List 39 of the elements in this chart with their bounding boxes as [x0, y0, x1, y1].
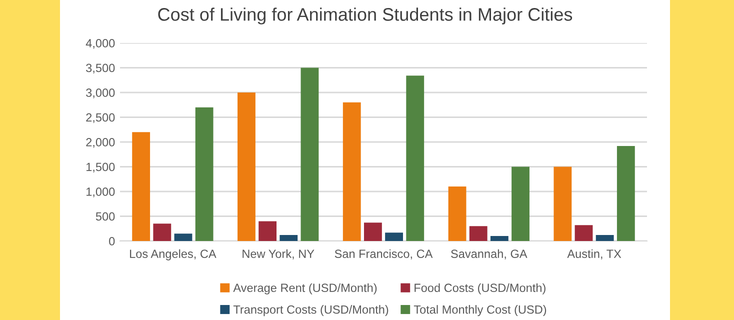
- legend-label: Average Rent (USD/Month): [233, 283, 377, 294]
- legend-label: Food Costs (USD/Month): [414, 283, 546, 294]
- bar: [280, 235, 298, 241]
- bar: [238, 92, 256, 241]
- bar: [300, 68, 319, 241]
- x-tick-label: San Francisco, CA: [334, 249, 433, 260]
- bar: [195, 107, 214, 241]
- bar: [448, 186, 466, 241]
- legend-label: Transport Costs (USD/Month): [233, 305, 388, 316]
- bar: [596, 235, 614, 241]
- y-tick-label: 1,000: [86, 188, 115, 198]
- bar: [554, 166, 572, 241]
- y-tick-label: 1,500: [86, 162, 115, 173]
- bar: [406, 76, 424, 241]
- y-tick-label: 2,500: [86, 113, 115, 124]
- bar: [616, 146, 635, 241]
- bar: [490, 236, 508, 241]
- y-tick-label: 4,000: [86, 39, 115, 49]
- legend-label: Total Monthly Cost (USD): [414, 305, 546, 316]
- y-tick-label: 3,000: [86, 88, 115, 98]
- bar: [174, 234, 192, 241]
- y-tick-label: 3,500: [86, 64, 115, 74]
- y-tick-label: 2,000: [86, 138, 115, 148]
- bar: [574, 225, 593, 241]
- bar: [385, 232, 403, 241]
- y-tick-label: 500: [96, 212, 115, 221]
- y-tick-label: 0: [109, 237, 115, 246]
- chart-title: Cost of Living for Animation Students in Major Cities: [158, 8, 572, 24]
- bar: [132, 132, 150, 241]
- x-tick-label: New York, NY: [242, 249, 314, 260]
- x-tick-label: Austin, TX: [567, 249, 622, 260]
- bar: [342, 102, 361, 241]
- bar: [153, 224, 172, 241]
- bar: [469, 226, 488, 241]
- x-tick-label: Savannah, GA: [451, 249, 528, 260]
- bar: [512, 166, 530, 241]
- bar: [258, 221, 277, 241]
- x-tick-label: Los Angeles, CA: [130, 249, 216, 260]
- bar: [364, 222, 382, 241]
